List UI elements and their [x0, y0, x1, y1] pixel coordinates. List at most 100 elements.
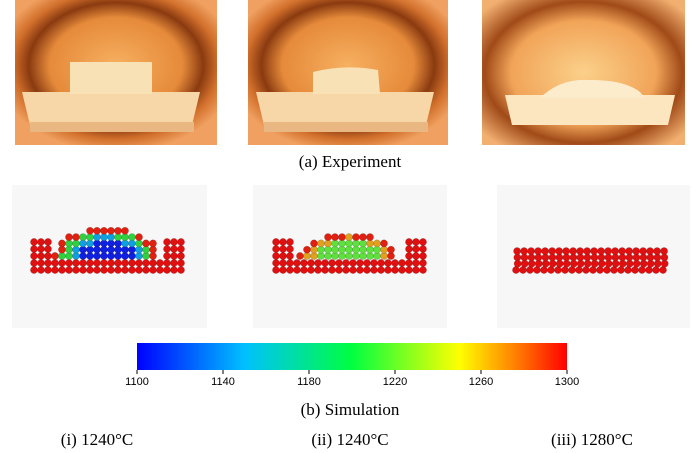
particle: [412, 266, 420, 274]
particle: [597, 247, 605, 255]
particle: [149, 259, 157, 267]
particle: [121, 226, 129, 235]
particle: [30, 259, 38, 267]
particle: [272, 259, 280, 267]
particle: [65, 233, 73, 241]
particle: [93, 266, 101, 274]
particle: [310, 239, 318, 248]
particle: [279, 266, 287, 274]
particle: [86, 259, 94, 267]
particle: [611, 247, 619, 255]
particle: [533, 266, 541, 274]
particle: [58, 239, 66, 248]
particle: [645, 266, 653, 274]
particle: [272, 245, 280, 253]
particle: [363, 259, 371, 267]
particle: [534, 247, 542, 255]
particle: [79, 266, 87, 274]
particle: [624, 266, 632, 274]
particle: [30, 266, 38, 274]
particle: [412, 245, 420, 253]
panel-label: (iii) 1280°C: [551, 430, 633, 449]
particle: [575, 266, 583, 274]
particle: [555, 247, 563, 255]
particle: [65, 259, 73, 267]
particle: [513, 247, 521, 255]
particle: [652, 266, 660, 274]
particle: [300, 259, 308, 267]
particle: [177, 252, 185, 260]
particle: [72, 233, 80, 241]
particle: [617, 266, 625, 274]
particle: [349, 266, 357, 274]
particle: [170, 252, 178, 260]
particle: [163, 252, 171, 260]
particle: [646, 247, 654, 255]
particle: [540, 266, 548, 274]
particle: [412, 259, 420, 267]
particle: [44, 266, 52, 274]
photo-1: [15, 0, 217, 145]
particle: [100, 226, 108, 235]
particle: [562, 247, 570, 255]
particle: [163, 245, 171, 253]
particle: [373, 239, 381, 248]
particle: [72, 266, 80, 274]
particle: [128, 259, 136, 267]
particle: [405, 238, 413, 246]
particle: [659, 266, 667, 274]
particle: [547, 266, 555, 274]
particle: [317, 239, 325, 248]
particle: [638, 266, 646, 274]
particle: [100, 266, 108, 274]
particle: [405, 259, 413, 267]
particle: [286, 266, 294, 274]
particle: [366, 233, 374, 241]
particle: [582, 266, 590, 274]
particle: [149, 239, 157, 248]
particle: [142, 239, 150, 248]
particle: [335, 266, 343, 274]
particle: [44, 259, 52, 267]
particle: [554, 266, 562, 274]
particle: [519, 266, 527, 274]
particle: [79, 233, 87, 241]
particle: [135, 266, 143, 274]
particle: [345, 233, 353, 241]
particle: [328, 266, 336, 274]
particle: [589, 266, 597, 274]
particle: [279, 238, 287, 246]
colorbar-ticks: 1100 1140 1180 1220 1260 1300: [125, 370, 579, 388]
particle: [405, 252, 413, 260]
particle: [300, 266, 308, 274]
particle: [527, 247, 535, 255]
particle: [363, 266, 371, 274]
particle: [398, 259, 406, 267]
particle: [156, 259, 164, 267]
particle: [653, 247, 661, 255]
particle: [335, 259, 343, 267]
particle: [142, 266, 150, 274]
particle: [356, 259, 364, 267]
particle: [419, 252, 427, 260]
particle: [107, 266, 115, 274]
particle: [107, 226, 115, 235]
particle: [86, 266, 94, 274]
particle: [377, 266, 385, 274]
particle: [30, 238, 38, 246]
particle: [419, 238, 427, 246]
particle: [44, 238, 52, 246]
particle: [44, 245, 52, 253]
particle: [328, 259, 336, 267]
particle: [660, 247, 668, 255]
particle: [604, 247, 612, 255]
particle: [576, 247, 584, 255]
particle: [321, 266, 329, 274]
particle: [279, 245, 287, 253]
particle: [398, 266, 406, 274]
particle: [412, 252, 420, 260]
particle: [548, 247, 556, 255]
particle: [93, 259, 101, 267]
panel-label: (ii) 1240°C: [311, 430, 388, 449]
particle: [342, 266, 350, 274]
